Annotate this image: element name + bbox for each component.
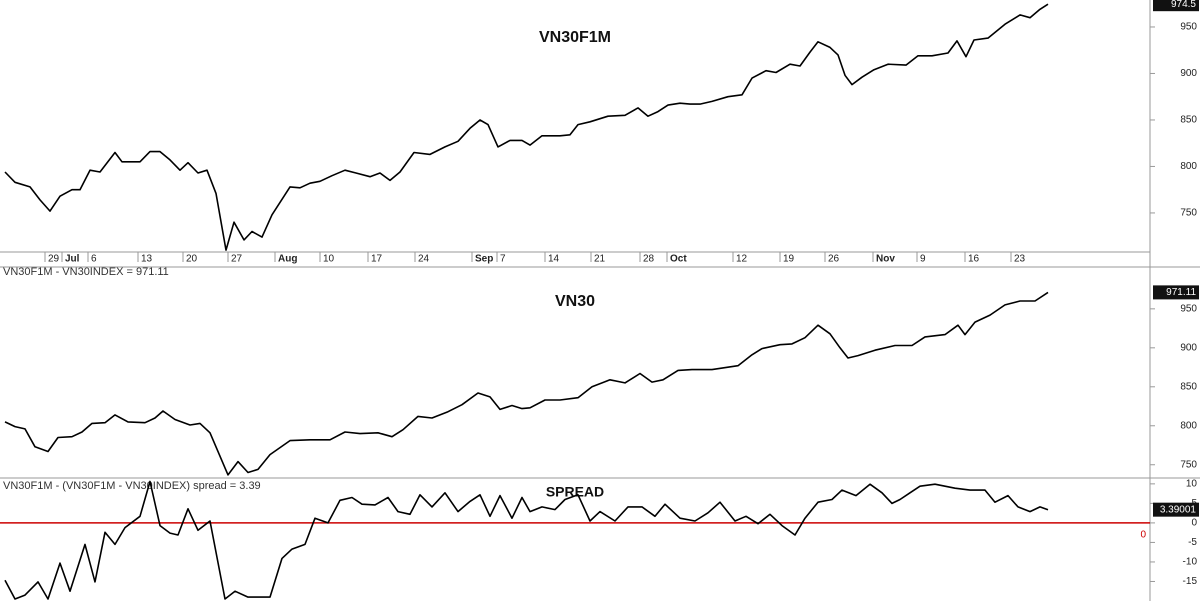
y-tick-label: 950 [1180,303,1197,314]
last-value-box [1153,285,1199,300]
x-tick-label: 27 [231,254,243,265]
panel-title: SPREAD [546,484,604,500]
series-line [4,3,1049,251]
y-tick-label: 800 [1180,420,1197,431]
panel-subtitle: VN30F1M - (VN30F1M - VN30INDEX) spread =… [3,480,261,492]
reference-label: 0 [1140,530,1146,541]
y-tick-label: -5 [1188,537,1197,548]
panel-subtitle: VN30F1M - VN30INDEX = 971.11 [3,266,169,278]
y-tick-label: 0 [1191,518,1197,529]
series-line [4,291,1049,476]
panel-title: VN30 [555,293,595,310]
x-tick-label: 13 [141,254,153,265]
last-value-box [1153,0,1199,12]
y-tick-label: 800 [1180,161,1197,172]
last-value-label: 3.39001 [1160,504,1197,515]
series-line [4,480,1049,600]
x-tick-label: 23 [1014,254,1026,265]
y-tick-label: -15 [1183,576,1198,587]
x-tick-label: 28 [643,254,655,265]
y-tick-label: 900 [1180,68,1197,79]
y-tick-label: 750 [1180,208,1197,219]
x-tick-label: Nov [876,254,895,265]
panel-title: VN30F1M [539,29,611,46]
x-tick-label: 9 [920,254,926,265]
last-value-label: 971.11 [1166,287,1196,298]
y-tick-label: 900 [1180,342,1197,353]
y-tick-label: 750 [1180,459,1197,470]
x-tick-label: 24 [418,254,430,265]
x-tick-label: Oct [670,254,687,265]
x-tick-label: 19 [783,254,795,265]
x-tick-label: Aug [278,254,297,265]
last-value-label: 974.5 [1171,0,1196,10]
x-tick-label: Sep [475,254,493,265]
y-tick-label: 950 [1180,22,1197,33]
x-tick-label: 12 [736,254,748,265]
x-tick-label: 29 [48,254,60,265]
y-tick-label: 10 [1186,478,1198,489]
last-value-box [1153,502,1199,517]
y-tick-label: 850 [1180,381,1197,392]
y-tick-label: -10 [1183,557,1198,568]
x-tick-label: 6 [91,254,97,265]
x-tick-label: 21 [594,254,606,265]
y-tick-label: 850 [1180,115,1197,126]
x-tick-label: 26 [828,254,840,265]
x-tick-label: 20 [186,254,198,265]
x-tick-label: 10 [323,254,335,265]
x-tick-label: Jul [65,254,80,265]
x-tick-label: 7 [500,254,506,265]
x-tick-label: 16 [968,254,980,265]
x-tick-label: 14 [548,254,560,265]
x-tick-label: 17 [371,254,383,265]
